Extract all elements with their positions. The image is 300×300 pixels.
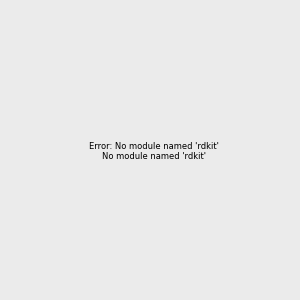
Text: Error: No module named 'rdkit'
No module named 'rdkit': Error: No module named 'rdkit' No module… xyxy=(89,142,219,161)
